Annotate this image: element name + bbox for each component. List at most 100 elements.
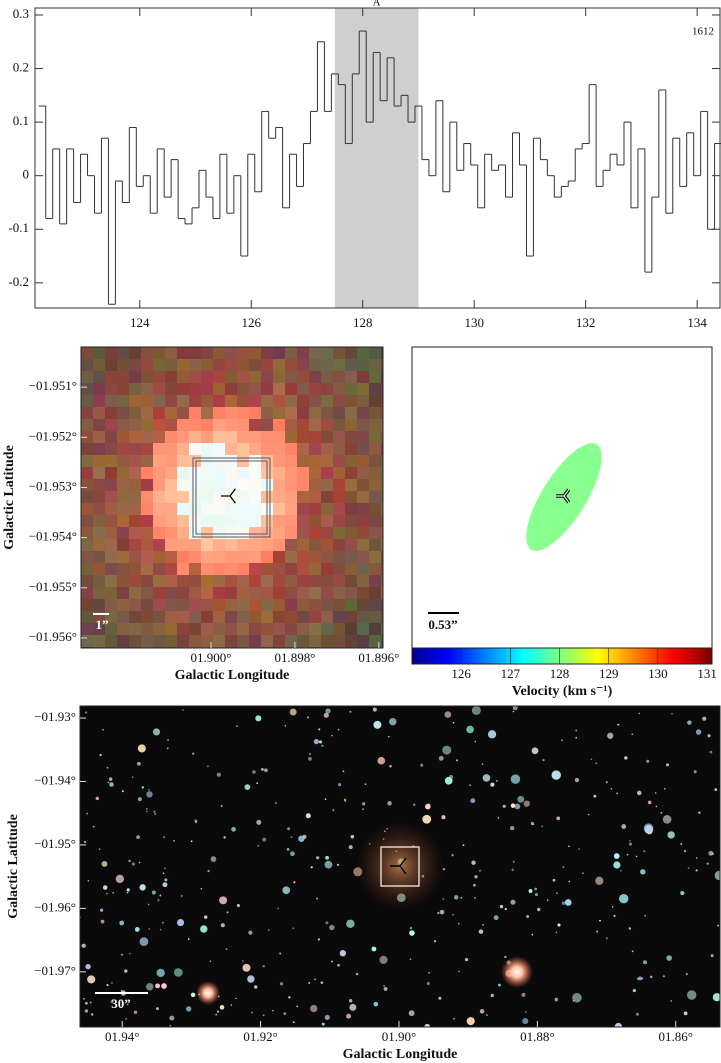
image-pixel	[261, 551, 273, 563]
star	[509, 825, 515, 831]
star	[611, 906, 614, 908]
image-pixel	[357, 359, 369, 371]
image-pixel	[381, 503, 383, 515]
image-pixel	[333, 371, 345, 383]
star	[126, 891, 129, 894]
star	[442, 898, 445, 900]
image-pixel	[81, 515, 93, 527]
image-pixel	[177, 503, 189, 515]
image-pixel	[261, 383, 273, 395]
image-pixel	[333, 407, 345, 419]
image-pixel	[345, 563, 357, 575]
star	[133, 1010, 138, 1014]
star	[343, 798, 347, 801]
star	[262, 965, 265, 968]
image-pixel	[153, 359, 165, 371]
star	[471, 706, 481, 715]
image-pixel	[189, 479, 201, 491]
image-pixel	[333, 347, 345, 359]
image-pixel	[201, 347, 213, 359]
image-pixel	[381, 407, 383, 419]
image-pixel	[249, 371, 261, 383]
star	[190, 840, 193, 843]
image-pixel	[249, 599, 261, 611]
image-pixel	[213, 383, 225, 395]
star	[314, 978, 317, 981]
image-pixel	[321, 635, 333, 647]
image-pixel	[117, 479, 129, 491]
image-pixel	[105, 575, 117, 587]
image-pixel	[321, 443, 333, 455]
star	[139, 884, 146, 891]
star	[321, 744, 324, 748]
image-pixel	[189, 395, 201, 407]
star	[409, 958, 412, 961]
star	[621, 824, 627, 829]
image-pixel	[237, 431, 249, 443]
image-pixel	[261, 419, 273, 431]
star	[460, 896, 463, 899]
image-pixel	[201, 419, 213, 431]
image-pixel	[93, 503, 105, 515]
star	[474, 875, 478, 879]
image-pixel	[105, 551, 117, 563]
image-pixel	[357, 515, 369, 527]
star	[128, 859, 131, 863]
image-pixel	[117, 371, 129, 383]
star	[141, 786, 144, 789]
image-pixel	[153, 395, 165, 407]
star	[464, 957, 469, 962]
image-pixel	[213, 479, 225, 491]
star	[173, 968, 183, 977]
star	[562, 866, 565, 868]
image-pixel	[285, 419, 297, 431]
image-pixel	[189, 467, 201, 479]
image-pixel	[297, 515, 309, 527]
image-pixel	[201, 467, 213, 479]
image-pixel	[165, 395, 177, 407]
star	[207, 765, 209, 768]
star	[125, 1018, 127, 1020]
star	[91, 1013, 94, 1016]
image-pixel	[165, 431, 177, 443]
y-tick-label: 0.2	[13, 60, 29, 75]
image-pixel	[357, 587, 369, 599]
star	[336, 863, 340, 866]
image-pixel	[105, 479, 117, 491]
star	[186, 1006, 192, 1012]
image-pixel	[153, 419, 165, 431]
star	[478, 929, 484, 934]
image-pixel	[129, 635, 141, 647]
image-pixel	[297, 347, 309, 359]
star	[85, 963, 91, 970]
image-pixel	[141, 443, 153, 455]
image-pixel	[381, 431, 383, 443]
star	[348, 998, 353, 1003]
star	[162, 882, 168, 888]
panel-label: 1612	[692, 26, 714, 38]
image-pixel	[117, 575, 129, 587]
image-pixel	[225, 587, 237, 599]
image-pixel	[321, 539, 333, 551]
star	[121, 953, 124, 956]
star	[216, 1010, 220, 1013]
image-pixel	[309, 503, 321, 515]
image-pixel	[117, 551, 129, 563]
image-pixel	[105, 563, 117, 575]
star	[286, 847, 290, 851]
image-pixel	[285, 539, 297, 551]
image-pixel	[81, 383, 93, 395]
image-pixel	[249, 359, 261, 371]
star	[510, 803, 516, 808]
image-pixel	[129, 371, 141, 383]
image-pixel	[297, 479, 309, 491]
image-pixel	[225, 539, 237, 551]
star	[138, 861, 141, 864]
image-pixel	[369, 371, 381, 383]
image-pixel	[105, 395, 117, 407]
star	[124, 969, 128, 973]
image-pixel	[177, 371, 189, 383]
image-pixel	[129, 575, 141, 587]
star	[323, 712, 329, 718]
star	[207, 869, 210, 873]
